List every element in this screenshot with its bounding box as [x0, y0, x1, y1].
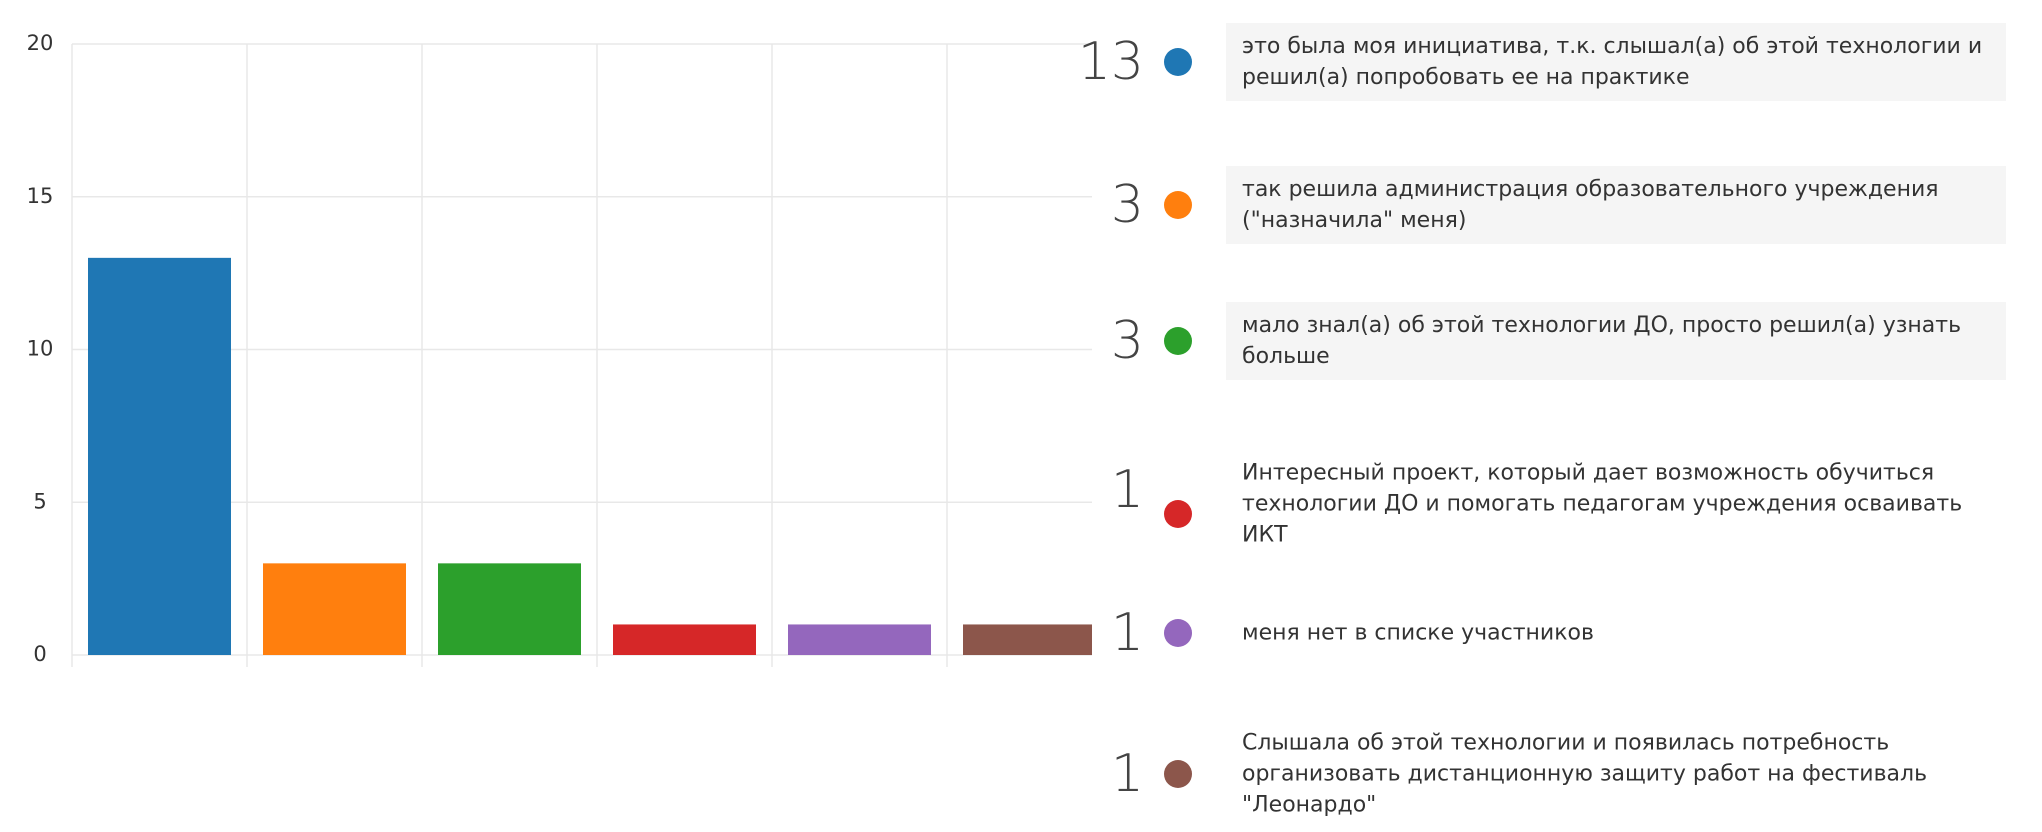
- bar: [788, 624, 931, 655]
- legend-count: 3: [1110, 175, 1144, 235]
- legend-marker: [1164, 619, 1192, 647]
- legend-label: мало знал(а) об этой технологии ДО, прос…: [1226, 302, 2006, 380]
- legend-dot: [1164, 500, 1192, 528]
- bar: [263, 563, 406, 655]
- legend-marker: [1164, 191, 1192, 219]
- y-tick-label: 5: [33, 489, 46, 513]
- legend-dot: [1164, 619, 1192, 647]
- legend-label: так решила администрация образовательног…: [1226, 166, 2006, 244]
- y-tick-label: 15: [27, 184, 54, 208]
- legend-dot: [1164, 191, 1192, 219]
- y-tick-label: 10: [27, 337, 54, 361]
- legend-dot: [1164, 760, 1192, 788]
- bar: [88, 257, 231, 655]
- legend-label: Слышала об этой технологии и появилась п…: [1242, 730, 1928, 818]
- bars: [88, 257, 1092, 655]
- bar: [438, 563, 581, 655]
- y-tick-label: 0: [33, 642, 46, 666]
- legend-count: 1: [1110, 603, 1144, 663]
- bar: [963, 624, 1092, 655]
- legend-count: 13: [1077, 32, 1144, 92]
- legend-marker: [1164, 760, 1192, 788]
- legend-label: Интересный проект, который дает возможно…: [1242, 460, 1963, 548]
- legend-label: это была моя инициатива, т.к. слышал(а) …: [1226, 23, 2006, 101]
- chart: 0 5 10 15 20: [27, 31, 1092, 667]
- legend-count: 3: [1110, 311, 1144, 371]
- legend-dot: [1164, 48, 1192, 76]
- bar: [613, 624, 756, 655]
- legend-marker: [1164, 500, 1192, 528]
- legend-label: меня нет в списке участников: [1242, 620, 1594, 646]
- legend-marker: [1164, 48, 1192, 76]
- legend-dot: [1164, 327, 1192, 355]
- legend-marker: [1164, 327, 1192, 355]
- legend-count: 1: [1110, 460, 1144, 520]
- y-tick-label: 20: [27, 31, 54, 55]
- legend-count: 1: [1110, 744, 1144, 804]
